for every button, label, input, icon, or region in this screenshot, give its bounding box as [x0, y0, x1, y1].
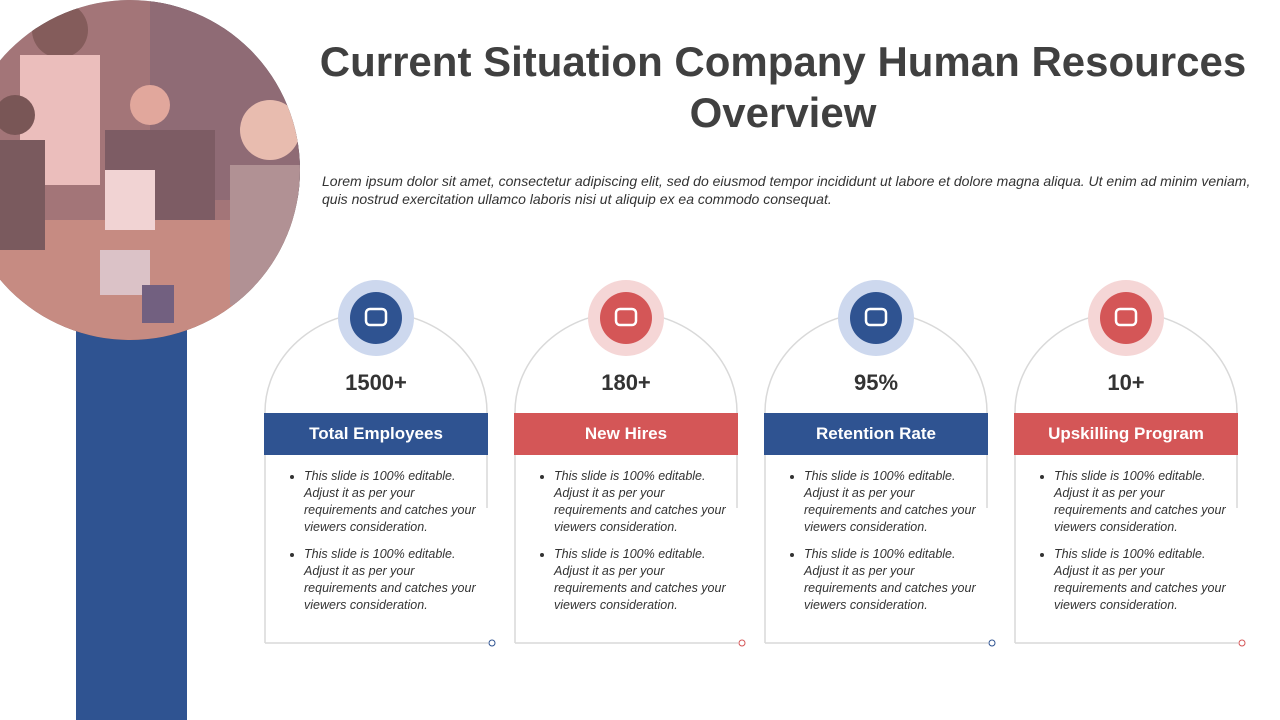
bullet: This slide is 100% editable. Adjust it a…	[804, 468, 984, 536]
icon	[350, 292, 402, 344]
end-dot	[738, 639, 746, 647]
card-label: New Hires	[514, 413, 738, 455]
bullet: This slide is 100% editable. Adjust it a…	[1054, 546, 1234, 614]
icon	[600, 292, 652, 344]
bullet: This slide is 100% editable. Adjust it a…	[1054, 468, 1234, 536]
card-label: Total Employees	[264, 413, 488, 455]
icon-glyph	[364, 307, 388, 327]
end-dot	[1238, 639, 1246, 647]
bullet-list: This slide is 100% editable. Adjust it a…	[1036, 468, 1234, 624]
card-value: 1500+	[345, 370, 407, 395]
accent-bar	[76, 290, 187, 720]
card-value: 180+	[601, 370, 651, 395]
card-label: Retention Rate	[764, 413, 988, 455]
bullet-list: This slide is 100% editable. Adjust it a…	[286, 468, 484, 624]
end-dot	[988, 639, 996, 647]
bullet: This slide is 100% editable. Adjust it a…	[554, 546, 734, 614]
icon	[1100, 292, 1152, 344]
icon	[850, 292, 902, 344]
description: Lorem ipsum dolor sit amet, consectetur …	[322, 173, 1251, 207]
card-label: Upskilling Program	[1014, 413, 1238, 455]
title: Current Situation Company Human Resource…	[319, 38, 1247, 136]
end-dot	[488, 639, 496, 647]
bullet: This slide is 100% editable. Adjust it a…	[554, 468, 734, 536]
bullet: This slide is 100% editable. Adjust it a…	[304, 546, 484, 614]
icon-glyph	[1114, 307, 1138, 327]
photo	[0, 0, 300, 340]
card-value: 10+	[1107, 370, 1145, 395]
bullet-list: This slide is 100% editable. Adjust it a…	[536, 468, 734, 624]
icon-glyph	[614, 307, 638, 327]
bullet-list: This slide is 100% editable. Adjust it a…	[786, 468, 984, 624]
icon-glyph	[864, 307, 888, 327]
bullet: This slide is 100% editable. Adjust it a…	[304, 468, 484, 536]
card-value: 95%	[853, 370, 899, 395]
bullet: This slide is 100% editable. Adjust it a…	[804, 546, 984, 614]
